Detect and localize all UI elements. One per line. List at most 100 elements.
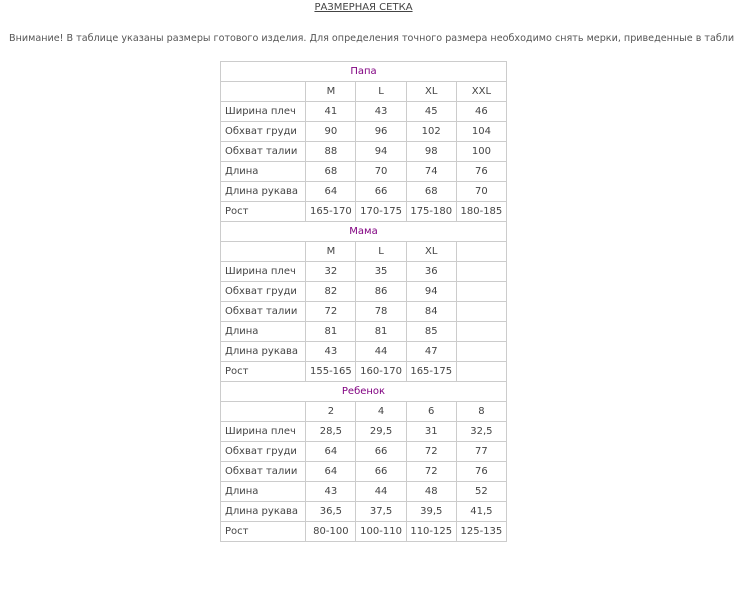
table-row: Обхват талии 64 66 72 76 [219,461,508,482]
value-cell: 36 [405,261,457,282]
table-row: Обхват груди 90 96 102 104 [219,121,508,142]
size-header [455,241,508,262]
row-label: Длина [219,481,307,502]
table-row: Обхват груди 82 86 94 [219,281,508,302]
value-cell: 46 [455,101,508,122]
value-cell: 165-175 [405,361,457,382]
value-cell: 78 [355,301,407,322]
value-cell [455,281,508,302]
value-cell: 48 [405,481,457,502]
value-cell: 66 [355,441,407,462]
value-cell: 72 [405,461,457,482]
value-cell: 165-170 [305,201,357,222]
row-label: Длина [219,321,307,342]
size-header: 6 [405,401,457,422]
value-cell: 160-170 [355,361,407,382]
value-cell: 110-125 [405,521,457,542]
value-cell: 155-165 [305,361,357,382]
section-title: Мама [220,221,507,242]
size-header-row: M L XL XXL [219,81,508,102]
value-cell: 82 [305,281,357,302]
value-cell: 88 [305,141,357,162]
row-label: Рост [219,521,307,542]
value-cell: 81 [355,321,407,342]
size-header-row: M L XL [219,241,508,262]
value-cell: 43 [355,101,407,122]
section-header-row: Ребенок [220,381,507,402]
value-cell: 72 [405,441,457,462]
value-cell: 66 [355,181,407,202]
value-cell: 64 [305,441,357,462]
value-cell: 74 [405,161,457,182]
table-row: Ширина плеч 41 43 45 46 [219,101,508,122]
value-cell: 100 [455,141,508,162]
value-cell: 36,5 [305,501,357,522]
size-header: L [355,241,407,262]
empty-cell [219,81,307,102]
table-row: Длина 81 81 85 [219,321,508,342]
section-title: Папа [220,61,507,82]
value-cell [455,301,508,322]
value-cell: 28,5 [305,421,357,442]
row-label: Обхват груди [219,441,307,462]
row-label: Обхват талии [219,301,307,322]
value-cell: 41 [305,101,357,122]
section-header-row: Папа [220,61,507,82]
value-cell: 76 [455,161,508,182]
row-label: Обхват груди [219,281,307,302]
value-cell: 32,5 [455,421,508,442]
value-cell: 102 [405,121,457,142]
value-cell: 68 [405,181,457,202]
value-cell: 94 [355,141,407,162]
value-cell: 77 [455,441,508,462]
table-row: Рост 155-165 160-170 165-175 [219,361,508,382]
value-cell: 32 [305,261,357,282]
table-row: Обхват груди 64 66 72 77 [219,441,508,462]
value-cell: 175-180 [405,201,457,222]
size-header: 4 [355,401,407,422]
value-cell: 90 [305,121,357,142]
table-row: Обхват талии 72 78 84 [219,301,508,322]
table-row: Обхват талии 88 94 98 100 [219,141,508,162]
value-cell: 72 [305,301,357,322]
value-cell: 66 [355,461,407,482]
empty-cell [219,401,307,422]
size-header: M [305,241,357,262]
value-cell: 94 [405,281,457,302]
value-cell: 68 [305,161,357,182]
table-row: Длина рукава 43 44 47 [219,341,508,362]
value-cell: 85 [405,321,457,342]
row-label: Обхват талии [219,141,307,162]
row-label: Рост [219,361,307,382]
value-cell: 41,5 [455,501,508,522]
row-label: Ширина плеч [219,261,307,282]
value-cell: 170-175 [355,201,407,222]
value-cell: 70 [455,181,508,202]
table-row: Длина рукава 64 66 68 70 [219,181,508,202]
size-header: XL [405,241,457,262]
row-label: Длина рукава [219,501,307,522]
table-row: Длина 43 44 48 52 [219,481,508,502]
row-label: Рост [219,201,307,222]
section-title: Ребенок [220,381,507,402]
table-row: Рост 165-170 170-175 175-180 180-185 [219,201,508,222]
table-row: Ширина плеч 28,5 29,5 31 32,5 [219,421,508,442]
value-cell [455,361,508,382]
value-cell: 47 [405,341,457,362]
row-label: Ширина плеч [219,421,307,442]
value-cell: 43 [305,481,357,502]
table-row: Длина 68 70 74 76 [219,161,508,182]
value-cell [455,261,508,282]
value-cell: 44 [355,341,407,362]
value-cell: 81 [305,321,357,342]
size-header: XXL [455,81,508,102]
value-cell: 29,5 [355,421,407,442]
value-cell: 45 [405,101,457,122]
value-cell: 86 [355,281,407,302]
value-cell: 180-185 [455,201,508,222]
value-cell: 104 [455,121,508,142]
value-cell: 44 [355,481,407,502]
value-cell: 64 [305,461,357,482]
row-label: Длина рукава [219,181,307,202]
